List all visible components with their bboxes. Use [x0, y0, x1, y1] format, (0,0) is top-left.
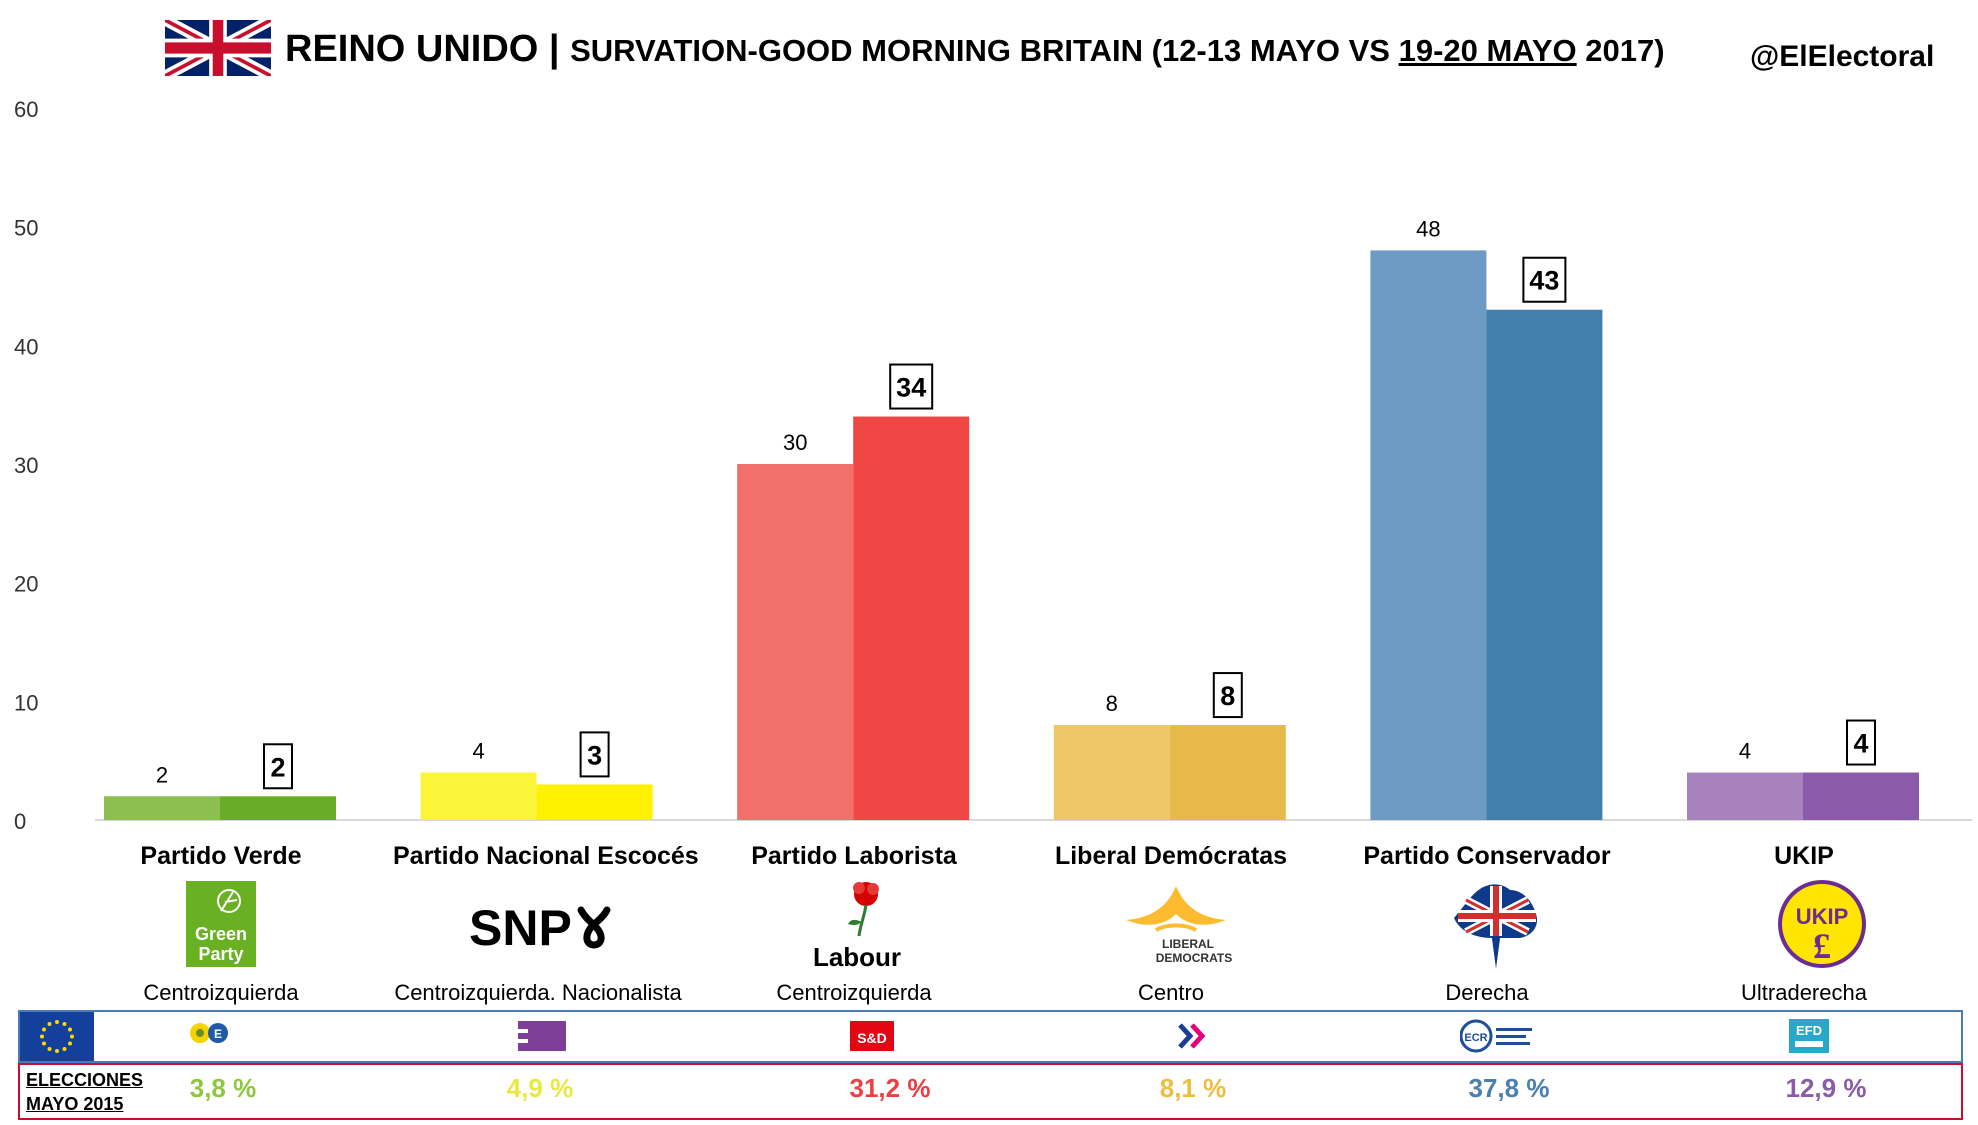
y-tick-label: 50 — [14, 216, 38, 241]
ukip-logo-text: UKIP — [1796, 904, 1849, 929]
greens-efa-icon: E — [190, 1023, 228, 1043]
election-result-verde: 3,8 % — [189, 1073, 257, 1103]
party-name-laborista: Partido Laborista — [751, 842, 957, 870]
bar-previous — [1053, 725, 1170, 820]
twitter-handle: @ElElectoral — [1750, 40, 1935, 73]
y-tick-label: 0 — [14, 809, 26, 834]
efa-icon — [518, 1021, 566, 1051]
title-pre: SURVATION-GOOD MORNING BRITAIN (12-13 MA… — [570, 33, 1399, 68]
bar-previous — [1370, 250, 1487, 820]
data-label-previous: 4 — [472, 739, 484, 764]
libdem-logo-text-2: DEMOCRATS — [1156, 951, 1232, 965]
data-label-current: 4 — [1853, 729, 1868, 759]
data-label-box — [1846, 719, 1876, 766]
data-label-current: 3 — [587, 740, 602, 770]
s-and-d-text: S&D — [857, 1030, 887, 1046]
pound-sign-icon: £ — [1813, 926, 1831, 966]
snp-logo-text: SNP — [469, 900, 572, 956]
title-separator: | — [538, 28, 571, 70]
green-logo-text-2: Party — [198, 944, 243, 964]
bar-current — [536, 784, 653, 820]
title-country: REINO UNIDO — [285, 28, 539, 70]
ukip-logo: UKIP £ — [1778, 880, 1866, 968]
data-label-current: 34 — [896, 373, 926, 403]
bar-previous — [1687, 772, 1803, 820]
party-name-conservador: Partido Conservador — [1363, 842, 1611, 870]
data-label-current: 2 — [270, 752, 285, 782]
conservative-logo — [1454, 884, 1538, 968]
libdem-logo-text-1: LIBERAL — [1162, 937, 1214, 951]
party-name-libdem: Liberal Demócratas — [1054, 842, 1288, 870]
election-result-libdem: 8,1 % — [1159, 1073, 1227, 1103]
elections-label-line1: ELECCIONES — [26, 1070, 144, 1090]
labour-logo-text: Labour — [813, 942, 901, 972]
green-party-logo: Green Party — [186, 881, 256, 967]
election-result-snp: 4,9 % — [506, 1073, 574, 1103]
bar-previous — [420, 772, 537, 820]
data-label-current: 8 — [1220, 681, 1235, 711]
data-label-current: 43 — [1529, 266, 1559, 296]
y-tick-label: 20 — [14, 572, 38, 597]
election-result-conservador: 37,8 % — [1468, 1073, 1550, 1103]
bar-previous — [104, 796, 220, 820]
data-label-previous: 30 — [783, 430, 807, 455]
snp-logo: SNP — [469, 900, 611, 956]
party-name-verde: Partido Verde — [140, 842, 302, 870]
y-tick-label: 10 — [14, 690, 38, 715]
alde-icon — [1178, 1023, 1206, 1049]
data-label-previous: 4 — [1739, 739, 1751, 764]
ideology-verde: Centroizquierda — [143, 980, 299, 1005]
party-name-snp: Partido Nacional Escocés — [393, 842, 699, 870]
title-post: 2017) — [1576, 33, 1665, 68]
bar-current — [220, 796, 336, 820]
data-label-box — [1212, 672, 1243, 719]
elections-label-line2: MAYO 2015 — [26, 1094, 124, 1114]
ideology-ukip: Ultraderecha — [1741, 980, 1867, 1005]
green-logo-text-1: Green — [195, 924, 247, 944]
data-label-previous: 2 — [156, 762, 168, 787]
y-tick-label: 60 — [14, 97, 38, 122]
liberal-democrats-logo: LIBERAL DEMOCRATS — [1126, 886, 1232, 965]
uk-flag-icon — [165, 20, 271, 76]
labour-logo: Labour — [813, 882, 901, 972]
ecr-text: ECR — [1464, 1032, 1487, 1044]
page-title: REINO UNIDO | SURVATION-GOOD MORNING BRI… — [285, 28, 1665, 71]
eu-groups-row: E S&D ECR EFD — [18, 1010, 1963, 1063]
data-label-box — [889, 363, 934, 410]
election-result-ukip: 12,9 % — [1785, 1073, 1867, 1103]
s-and-d-icon: S&D — [850, 1021, 894, 1051]
bar-current — [1803, 772, 1919, 820]
svg-text:E: E — [214, 1027, 222, 1041]
efd-text: EFD — [1796, 1023, 1822, 1038]
party-name-ukip: UKIP — [1774, 842, 1834, 870]
data-label-previous: 8 — [1106, 691, 1118, 716]
title-underlined: 19-20 MAYO — [1398, 33, 1577, 68]
ideology-libdem: Centro — [1137, 980, 1205, 1005]
bar-current — [1169, 725, 1286, 820]
bar-current — [1486, 309, 1603, 820]
ideology-snp: Centroizquierda. Nacionalista — [394, 980, 682, 1005]
data-label-box — [579, 731, 610, 778]
ideology-conservador: Derecha — [1445, 980, 1529, 1005]
ecr-icon: ECR — [1460, 1019, 1532, 1053]
ideology-laborista: Centroizquierda — [776, 980, 932, 1005]
election-result-laborista: 31,2 % — [849, 1073, 931, 1103]
elections-label: ELECCIONES MAYO 2015 — [26, 1068, 143, 1116]
efdd-icon: EFD — [1789, 1019, 1829, 1053]
header: REINO UNIDO | SURVATION-GOOD MORNING BRI… — [0, 0, 1978, 95]
data-label-box — [1522, 256, 1567, 303]
elections-2015-row: ELECCIONES MAYO 2015 3,8 % 4,9 % 31,2 % … — [18, 1063, 1963, 1120]
bar-current — [853, 416, 970, 820]
bar-previous — [737, 464, 854, 820]
data-label-box — [263, 743, 293, 790]
y-tick-label: 40 — [14, 334, 38, 359]
eu-flag-icon — [20, 1012, 94, 1061]
y-tick-label: 30 — [14, 453, 38, 478]
data-label-previous: 48 — [1416, 216, 1440, 241]
